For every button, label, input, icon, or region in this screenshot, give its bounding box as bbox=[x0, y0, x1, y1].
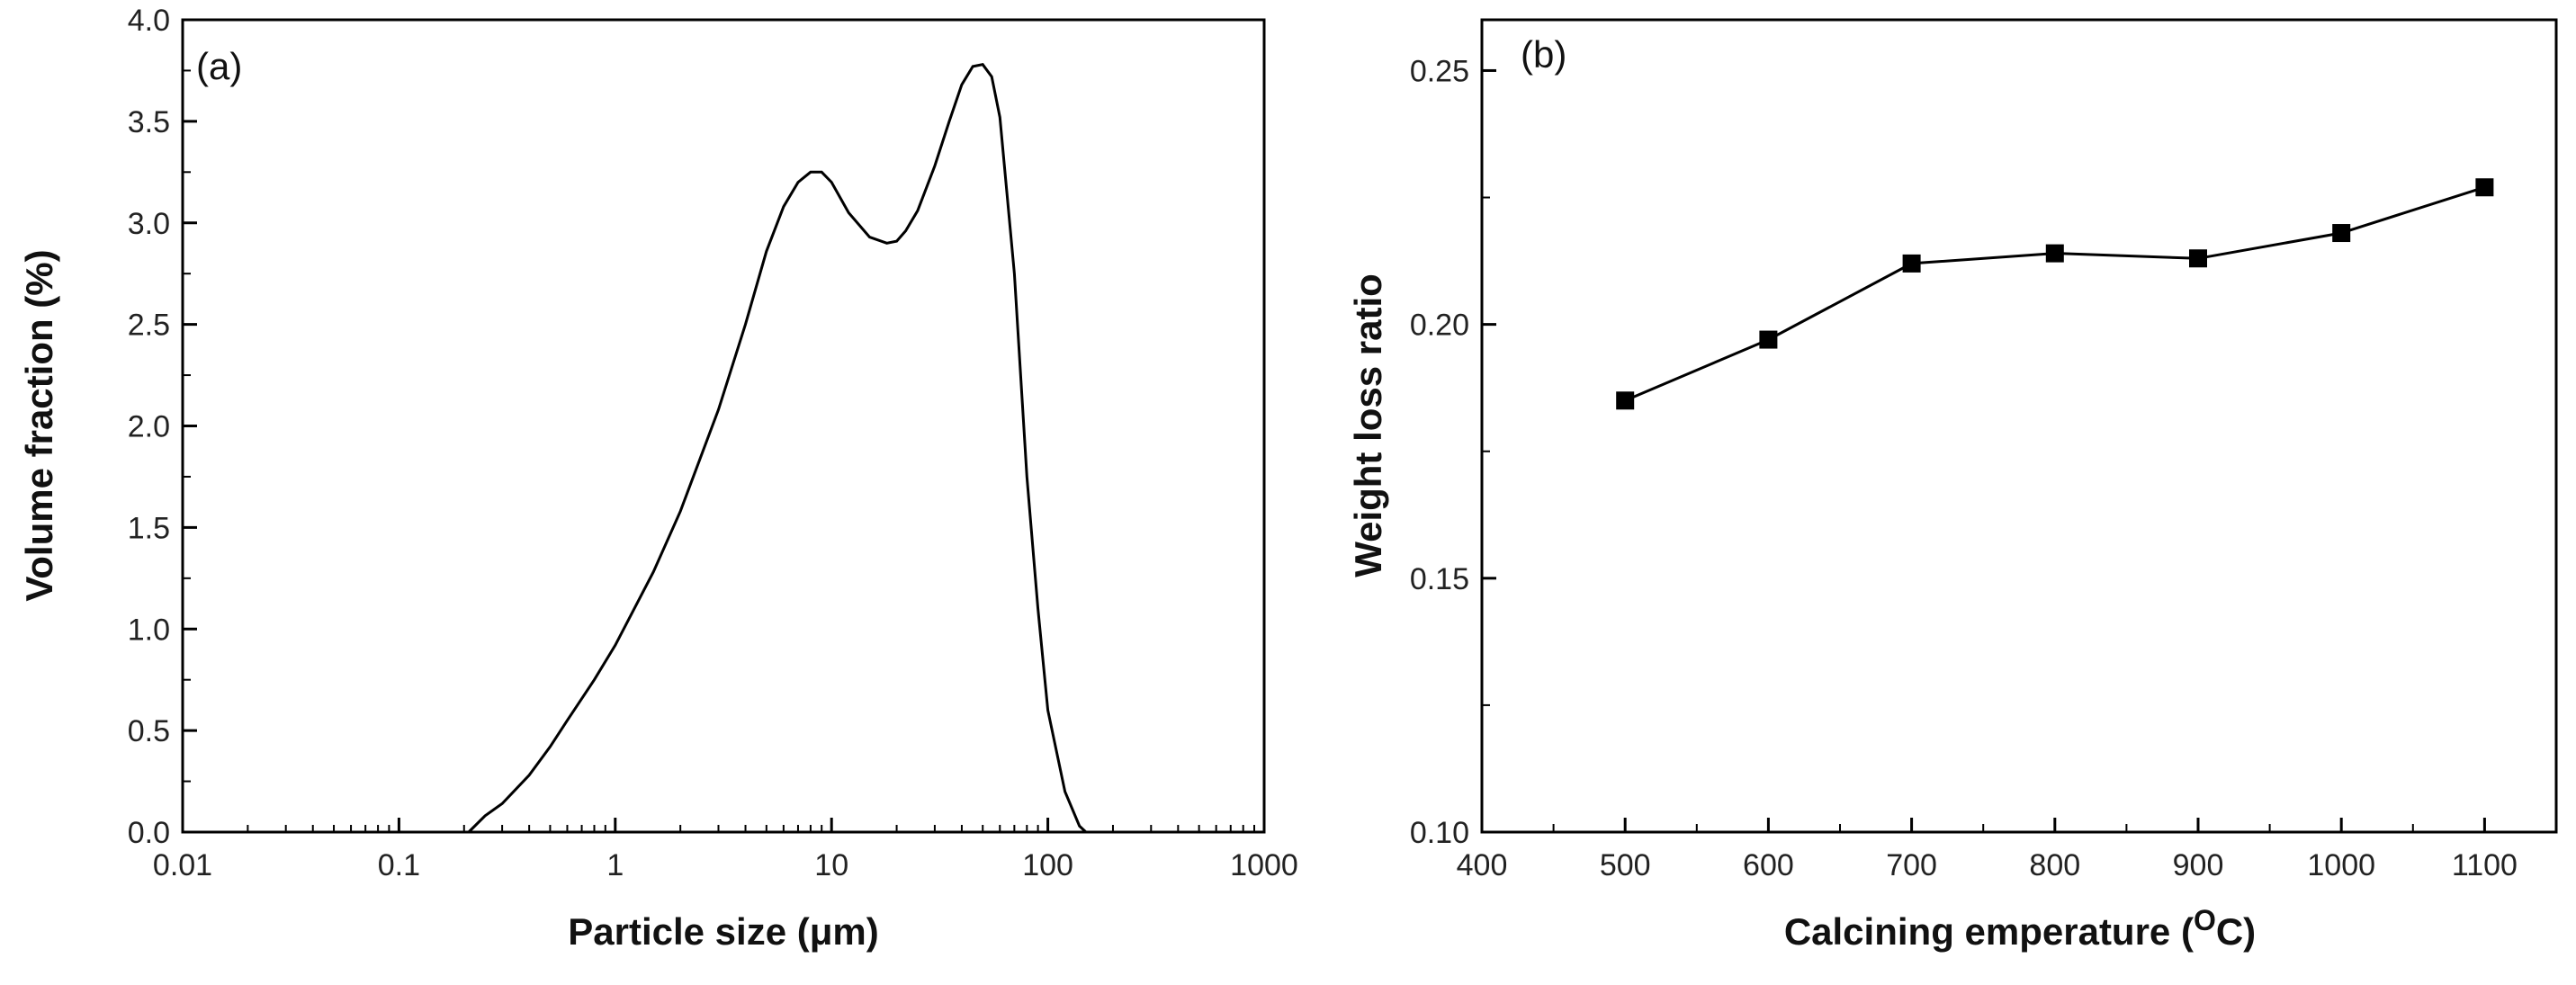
chart-a-y-tick-label: 3.0 bbox=[128, 207, 170, 241]
chart-a-y-tick-label: 1.0 bbox=[128, 613, 170, 647]
chart-a-x-tick-label: 1 bbox=[606, 848, 624, 882]
chart-a-y-tick-label: 4.0 bbox=[128, 4, 170, 38]
chart-a-x-title-suffix: ) bbox=[866, 910, 879, 953]
chart-a-x-title-prefix: Particle size ( bbox=[568, 910, 809, 953]
chart-b-x-title-main: Calcining emperature ( bbox=[1784, 910, 2194, 953]
chart-a-plot-frame bbox=[181, 18, 1266, 834]
chart-b-x-tick-label: 900 bbox=[2173, 848, 2224, 882]
chart-a-y-tick-label: 2.5 bbox=[128, 309, 170, 343]
chart-a-panel-label: (a) bbox=[196, 45, 242, 87]
chart-b: 400 500 600 700 800 900 1000 1100 0.100.150.200… bbox=[1347, 18, 2558, 953]
chart-a-x-ticks: 0.01 0.1 1 10 100 1000 bbox=[153, 818, 1298, 882]
chart-a-y-tick-label: 0.0 bbox=[128, 816, 170, 850]
chart-b-plot-frame bbox=[1480, 18, 2558, 834]
chart-b-panel-label: (b) bbox=[1521, 33, 1566, 76]
chart-b-data-point bbox=[1616, 391, 1635, 410]
chart-a: 0.01 0.1 1 10 100 1000 0.0 0.5 1.0 1.5 2.0 2.5 3.0 3… bbox=[18, 4, 1298, 953]
chart-b-y-tick-label: 0.20 bbox=[1410, 309, 1469, 343]
chart-b-series-line bbox=[1624, 185, 2485, 402]
chart-b-y-ticks: 0.10 0.15 0.20 0.25 bbox=[1410, 54, 1496, 850]
chart-b-x-tick-label: 400 bbox=[1457, 848, 1508, 882]
chart-a-x-tick-label: 100 bbox=[1022, 848, 1073, 882]
chart-b-data-point bbox=[2189, 249, 2207, 268]
chart-a-y-axis-title: Volume fraction (%) bbox=[18, 249, 60, 601]
chart-a-series-line bbox=[467, 63, 1087, 834]
chart-b-x-title-end: C) bbox=[2216, 910, 2256, 953]
chart-a-y-ticks: 0.0 0.5 1.0 1.5 2.0 2.5 3.0 3.5 4.0 bbox=[128, 4, 197, 850]
chart-b-y-axis-title: Weight loss ratio bbox=[1347, 273, 1389, 578]
chart-b-x-title-sup: O bbox=[2194, 904, 2216, 936]
chart-b-data-point bbox=[2045, 244, 2064, 263]
chart-a-x-tick-label: 1000 bbox=[1230, 848, 1298, 882]
chart-b-x-tick-label: 600 bbox=[1743, 848, 1794, 882]
chart-a-y-tick-label: 0.5 bbox=[128, 714, 170, 748]
chart-b-data-point bbox=[2475, 178, 2494, 197]
chart-b-x-tick-label: 1100 bbox=[2452, 848, 2518, 882]
chart-a-y-tick-label: 2.0 bbox=[128, 410, 170, 444]
chart-b-y-tick-label: 0.15 bbox=[1410, 562, 1469, 596]
chart-a-y-tick-label: 3.5 bbox=[128, 105, 170, 139]
chart-a-x-axis-title: Particle size (μm) bbox=[568, 910, 879, 953]
chart-b-x-axis-title: Calcining emperature (OC) bbox=[1784, 904, 2256, 953]
chart-a-x-tick-label: 0.01 bbox=[153, 848, 212, 882]
chart-b-y-tick-label: 0.10 bbox=[1410, 816, 1469, 850]
chart-a-x-tick-label: 10 bbox=[814, 848, 848, 882]
chart-b-x-tick-label: 700 bbox=[1886, 848, 1937, 882]
chart-b-x-tick-label: 800 bbox=[2029, 848, 2080, 882]
chart-b-y-tick-label: 0.25 bbox=[1410, 54, 1469, 88]
chart-a-x-title-unit: μm bbox=[810, 910, 866, 953]
chart-b-data-point bbox=[1759, 330, 1778, 349]
chart-b-x-tick-label: 1000 bbox=[2307, 848, 2375, 882]
chart-a-x-tick-label: 0.1 bbox=[378, 848, 420, 882]
chart-b-x-tick-label: 500 bbox=[1600, 848, 1651, 882]
chart-b-markers bbox=[1616, 178, 2494, 410]
chart-b-x-ticks: 400 500 600 700 800 900 1000 1100 bbox=[1457, 818, 2518, 882]
chart-a-y-tick-label: 1.5 bbox=[128, 511, 170, 545]
chart-b-data-point bbox=[1902, 254, 1921, 273]
chart-b-data-point bbox=[2332, 224, 2351, 243]
